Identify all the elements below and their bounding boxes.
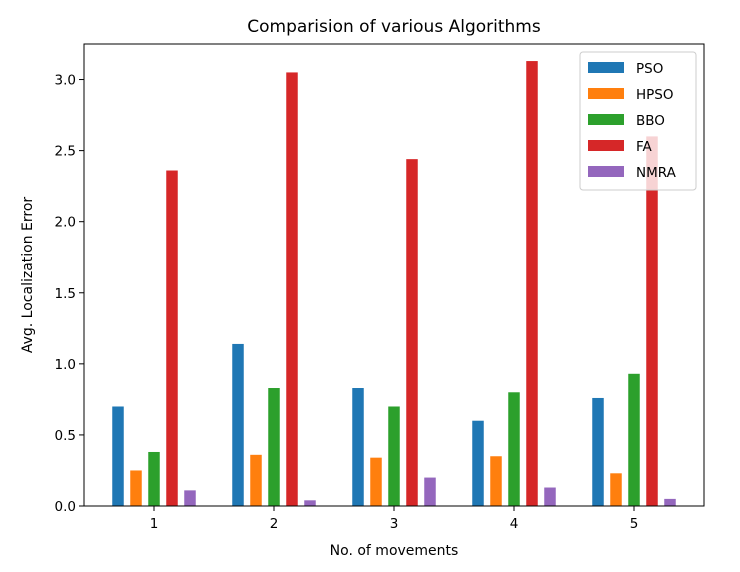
legend-swatch-hpso <box>588 88 624 99</box>
bar-hpso-4 <box>490 456 502 506</box>
bar-pso-2 <box>232 343 244 506</box>
legend-swatch-pso <box>588 62 624 73</box>
bar-fa-5 <box>646 136 658 506</box>
bar-fa-2 <box>286 72 298 507</box>
bar-bbo-5 <box>628 373 640 506</box>
x-tick-label: 5 <box>630 516 639 532</box>
x-tick-label: 2 <box>270 516 279 532</box>
y-tick-label: 1.5 <box>55 286 76 302</box>
y-tick-label: 0.5 <box>55 428 76 444</box>
bar-pso-3 <box>352 388 364 506</box>
y-tick-label: 1.0 <box>55 357 76 373</box>
y-tick-label: 3.0 <box>55 73 76 89</box>
bar-hpso-2 <box>250 454 262 506</box>
bar-hpso-1 <box>130 470 142 506</box>
legend-label-nmra: NMRA <box>636 165 677 181</box>
y-tick-label: 2.5 <box>55 144 76 160</box>
chart-title: Comparision of various Algorithms <box>247 17 541 37</box>
legend-label-fa: FA <box>636 139 653 155</box>
y-tick-label: 2.0 <box>55 215 76 231</box>
legend-label-bbo: BBO <box>636 113 665 129</box>
bar-hpso-3 <box>370 457 382 506</box>
legend-label-hpso: HPSO <box>636 87 674 103</box>
x-tick-label: 1 <box>150 516 159 532</box>
bar-pso-5 <box>592 397 604 506</box>
bar-nmra-4 <box>544 487 556 506</box>
bar-fa-1 <box>166 170 178 506</box>
bar-bbo-4 <box>508 392 520 506</box>
bars-group <box>112 61 676 507</box>
legend-swatch-nmra <box>588 166 624 177</box>
legend-swatch-fa <box>588 140 624 151</box>
bar-nmra-5 <box>664 498 676 506</box>
bar-bbo-3 <box>388 406 400 506</box>
legend: PSO HPSO BBO FA NMRA <box>579 51 697 191</box>
legend-label-pso: PSO <box>636 61 663 77</box>
bar-fa-4 <box>526 61 538 507</box>
legend-box <box>579 51 697 191</box>
y-axis: 0.0 0.5 1.0 1.5 2.0 2.5 3.0 <box>55 73 84 515</box>
x-axis: 1 2 3 4 5 <box>150 506 639 532</box>
x-tick-label: 4 <box>510 516 519 532</box>
bar-bbo-2 <box>268 388 280 506</box>
bar-bbo-1 <box>148 451 160 506</box>
bar-pso-4 <box>472 420 484 506</box>
bar-nmra-1 <box>184 490 196 506</box>
y-axis-label: Avg. Localization Error <box>20 197 36 354</box>
bar-nmra-3 <box>424 477 436 506</box>
bar-pso-1 <box>112 406 124 506</box>
y-tick-label: 0.0 <box>55 499 76 515</box>
x-tick-label: 3 <box>390 516 399 532</box>
bar-hpso-5 <box>610 473 622 506</box>
bar-fa-3 <box>406 159 418 506</box>
legend-swatch-bbo <box>588 114 624 125</box>
bar-nmra-2 <box>304 500 316 506</box>
x-axis-label: No. of movements <box>330 543 459 559</box>
